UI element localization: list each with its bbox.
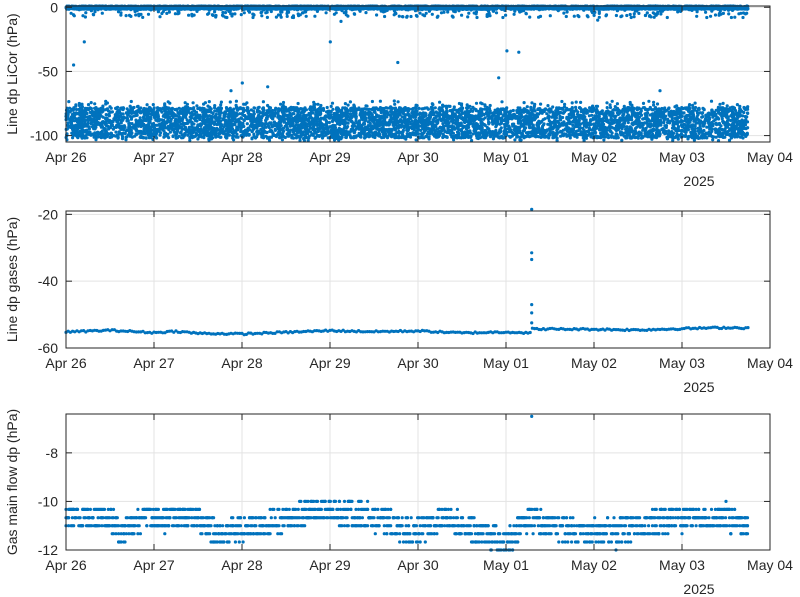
data-point <box>217 7 222 11</box>
data-point <box>204 6 208 10</box>
data-point <box>156 6 160 10</box>
data-point <box>319 6 323 10</box>
data-point <box>426 6 430 11</box>
data-point <box>345 6 349 10</box>
data-point <box>259 6 263 10</box>
data-point <box>104 6 108 10</box>
chart-panel-1: Apr 26 Apr 27 Apr 28 Apr 29 Apr 30 May 01 May … <box>4 0 793 189</box>
data-point <box>232 7 236 11</box>
data-point <box>440 5 444 9</box>
data-point <box>564 6 569 10</box>
data-point <box>542 7 547 11</box>
data-point <box>250 7 254 11</box>
data-point <box>326 7 330 11</box>
data-point <box>574 7 579 11</box>
data-point <box>647 6 651 10</box>
data-point <box>528 6 532 10</box>
data-point <box>550 6 554 10</box>
data-point <box>112 7 116 11</box>
data-point <box>141 7 145 11</box>
data-markers <box>64 4 750 143</box>
data-point <box>446 6 450 10</box>
data-point <box>170 6 174 10</box>
data-point <box>590 6 594 10</box>
data-point <box>367 7 372 11</box>
data-point <box>331 6 335 10</box>
data-point <box>183 6 187 10</box>
data-point <box>322 6 326 11</box>
data-point <box>452 6 456 10</box>
data-point <box>699 7 704 11</box>
data-point <box>476 7 480 11</box>
data-point <box>437 7 441 11</box>
data-point <box>311 6 315 10</box>
data-point <box>165 5 169 9</box>
data-point <box>598 6 602 10</box>
data-point <box>708 6 712 10</box>
data-point <box>188 5 192 9</box>
data-point <box>538 5 542 9</box>
data-point <box>743 5 747 9</box>
data-point <box>697 6 701 10</box>
data-point <box>74 6 78 10</box>
